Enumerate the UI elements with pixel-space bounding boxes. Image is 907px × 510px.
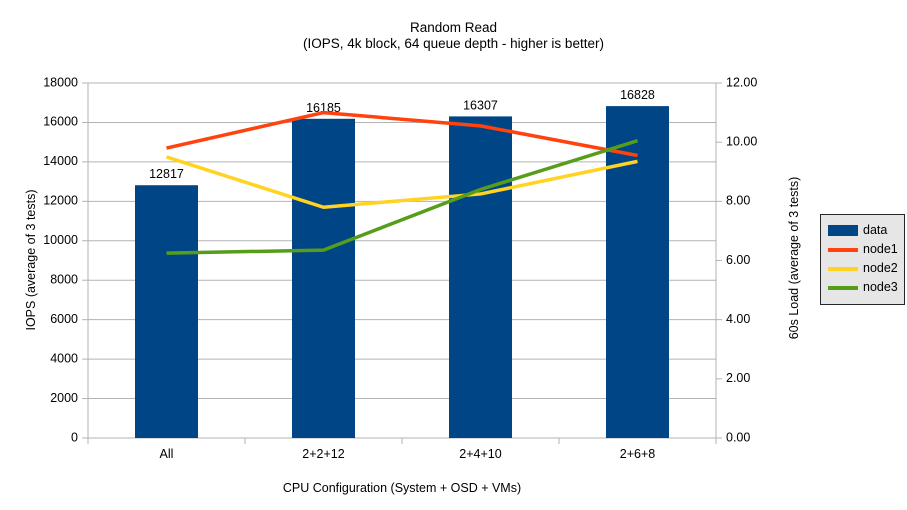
left-axis-tick-label: 8000 (50, 273, 78, 287)
bar-value-label: 16307 (463, 98, 498, 112)
legend-swatch-node1 (828, 247, 858, 252)
line-node2 (165, 155, 638, 209)
line-node1 (166, 110, 638, 158)
left-axis-title: IOPS (average of 3 tests) (24, 189, 38, 331)
legend-label: node1 (863, 242, 898, 257)
right-axis-tick-label: 12.00 (726, 75, 757, 89)
x-category-label: 2+4+10 (459, 447, 501, 461)
chart-subtitle: (IOPS, 4k block, 64 queue depth - higher… (303, 36, 604, 51)
x-category-label: All (160, 447, 174, 461)
right-axis-title: 60s Load (average of 3 tests) (787, 176, 801, 340)
legend-swatch-data (828, 225, 858, 236)
left-axis-tick-label: 12000 (43, 194, 78, 208)
left-axis-tick-label: 18000 (43, 75, 78, 89)
legend: data node1 node2 node3 (820, 214, 905, 305)
legend-item-node3: node3 (828, 278, 898, 297)
right-axis-tick-label: 8.00 (726, 194, 750, 208)
legend-item-node1: node1 (828, 240, 898, 259)
left-axis-tick-label: 6000 (50, 312, 78, 326)
bar-2+4+10 (449, 116, 512, 439)
right-axis-tick-label: 6.00 (726, 253, 750, 267)
x-category-label: 2+6+8 (620, 447, 656, 461)
legend-item-node2: node2 (828, 259, 898, 278)
legend-item-data: data (828, 221, 898, 240)
chart-title-block: Random Read (IOPS, 4k block, 64 queue de… (0, 20, 907, 52)
line-node3 (166, 139, 639, 255)
left-axis-tick-label: 0 (71, 430, 78, 444)
right-axis-tick-label: 2.00 (726, 371, 750, 385)
bar-value-label: 16828 (620, 88, 655, 102)
x-axis-title: CPU Configuration (System + OSD + VMs) (282, 481, 522, 495)
right-axis-tick-label: 0.00 (726, 430, 750, 444)
legend-swatch-node2 (828, 266, 858, 271)
bar-value-label: 12817 (149, 167, 184, 181)
right-axis-tick-label: 4.00 (726, 312, 750, 326)
left-axis-tick-label: 4000 (50, 351, 78, 365)
left-axis-tick-label: 10000 (43, 233, 78, 247)
legend-label: node3 (863, 280, 898, 295)
left-axis-tick-label: 16000 (43, 115, 78, 129)
bar-2+6+8 (606, 106, 669, 438)
chart-title: Random Read (409, 20, 498, 35)
bar-All (135, 185, 198, 438)
bar-2+2+12 (292, 118, 355, 438)
left-axis-tick-label: 14000 (43, 154, 78, 168)
bar-value-label: 16185 (306, 101, 341, 115)
x-category-label: 2+2+12 (302, 447, 344, 461)
legend-label: node2 (863, 261, 898, 276)
legend-swatch-node3 (828, 285, 858, 290)
legend-label: data (863, 223, 888, 238)
right-axis-tick-label: 10.00 (726, 134, 757, 148)
left-axis-tick-label: 2000 (50, 391, 78, 405)
